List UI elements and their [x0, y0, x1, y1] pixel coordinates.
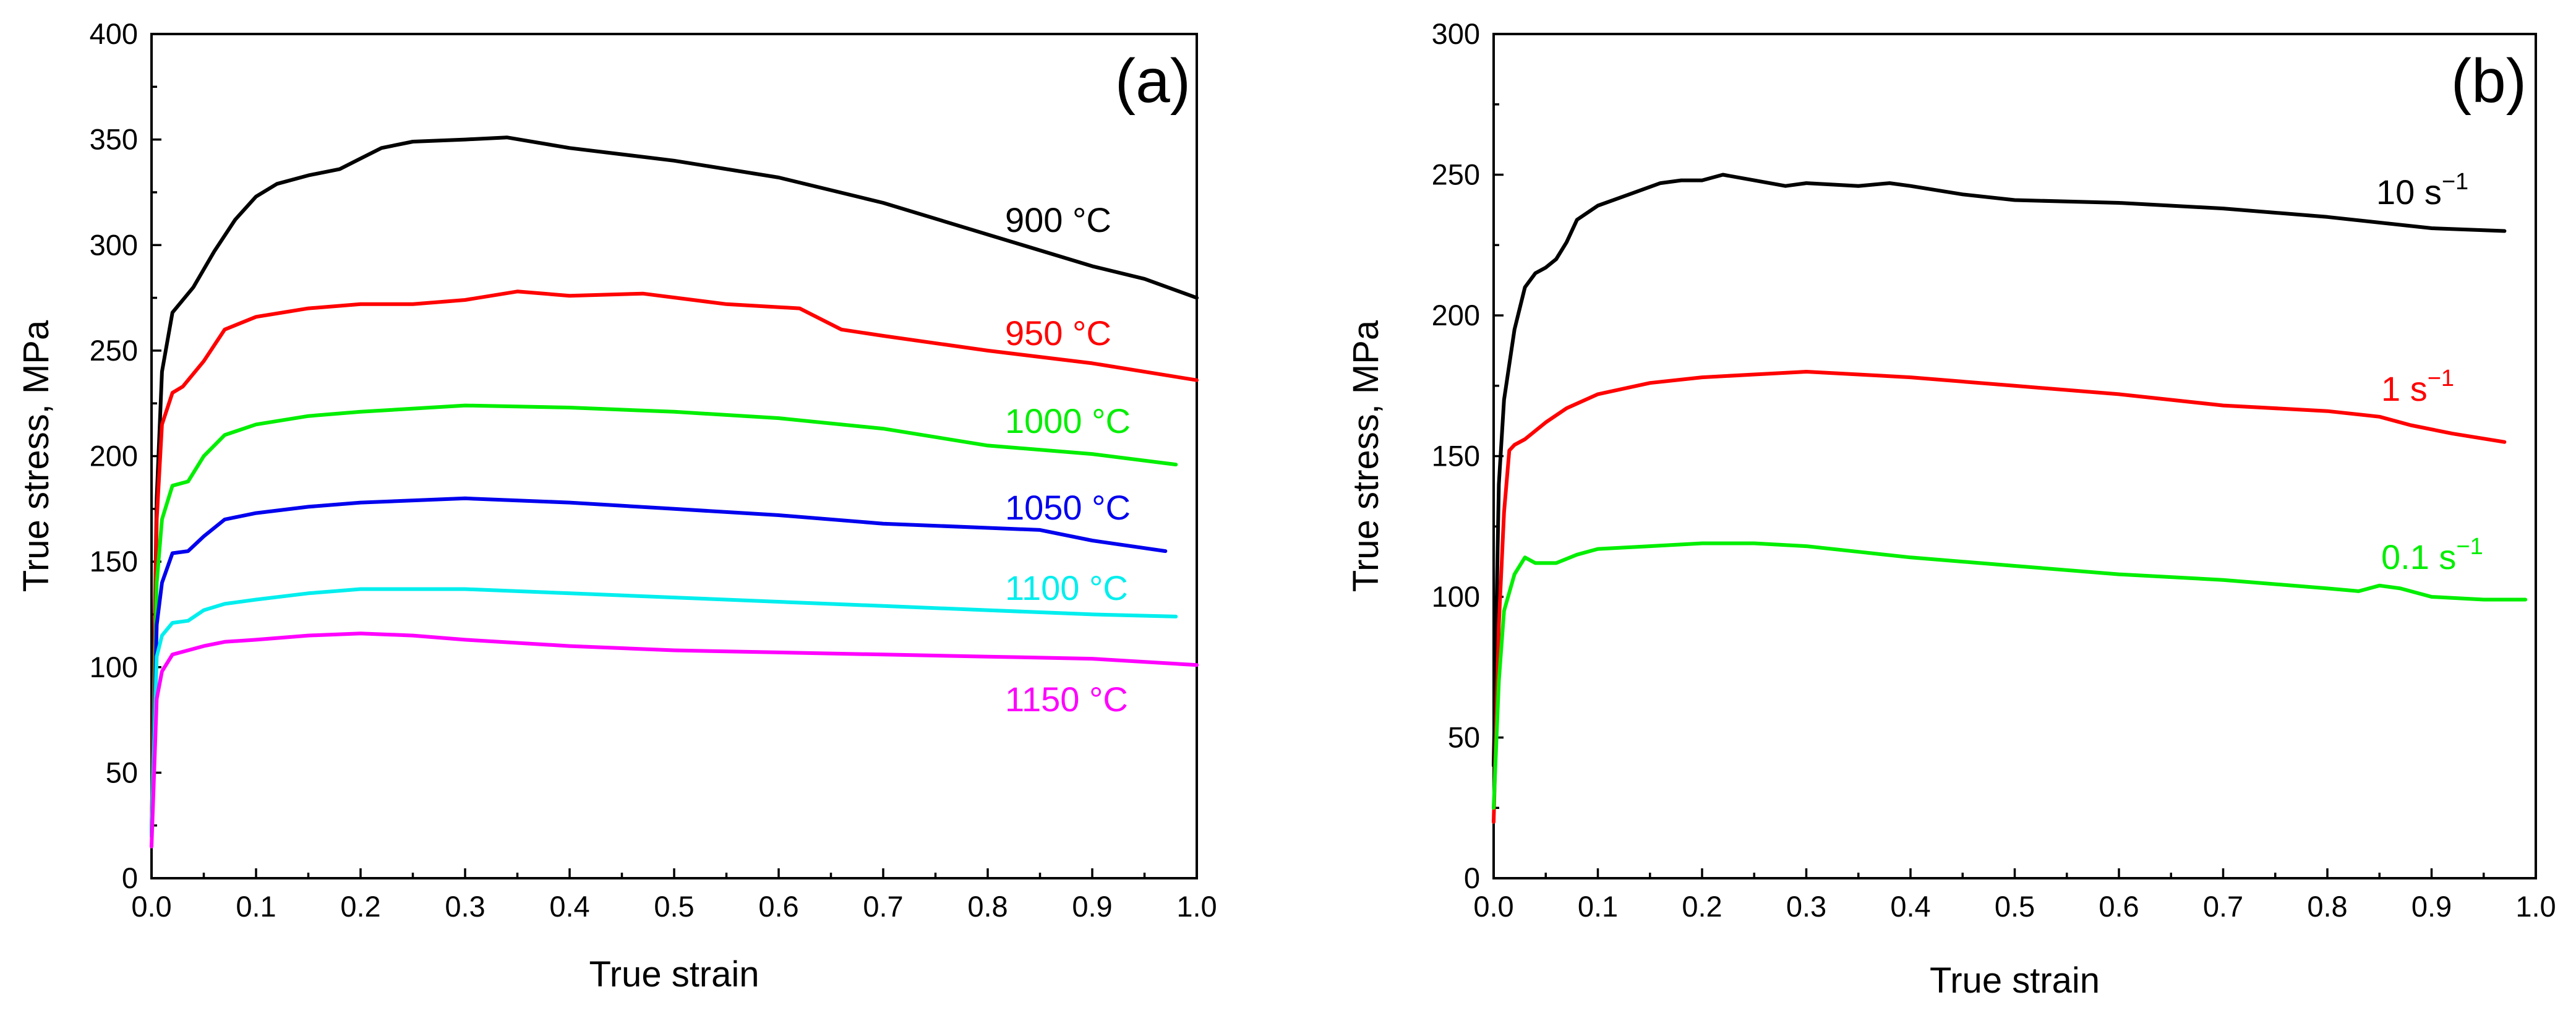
x-tick-label: 0.3	[445, 890, 485, 923]
x-tick-label: 0.5	[1995, 890, 2035, 923]
x-tick-label: 1.0	[1176, 890, 1217, 923]
series-line	[150, 496, 1168, 838]
y-tick-label: 350	[90, 123, 138, 156]
series-label: 1000 °C	[1005, 401, 1131, 440]
y-tick-label: 0	[1464, 862, 1480, 894]
series-label: 1100 °C	[1005, 568, 1128, 607]
x-tick-label: 0.7	[863, 890, 903, 923]
x-tick-label: 0.2	[340, 890, 380, 923]
x-tick-label: 1.0	[2515, 890, 2556, 923]
y-tick-label: 0	[122, 862, 138, 894]
series-label: 1 s−1	[2381, 366, 2454, 408]
y-tick-label: 50	[1448, 721, 1480, 754]
x-tick-label: 0.0	[1473, 890, 1513, 923]
y-tick-label: 250	[90, 334, 138, 367]
x-tick-label: 0.7	[2203, 890, 2243, 923]
plot-frame-b	[1492, 33, 2537, 879]
series-label: 900 °C	[1005, 200, 1111, 239]
x-tick-label: 0.1	[236, 890, 276, 923]
x-tick-label: 0.0	[131, 890, 171, 923]
x-tick-label: 0.2	[1682, 890, 1722, 923]
y-tick-label: 100	[1432, 580, 1480, 613]
series-line	[150, 403, 1178, 838]
series-label: 10 s−1	[2376, 169, 2468, 212]
y-axis-title: True stress, MPa	[1346, 320, 1386, 592]
x-tick-label: 0.6	[2099, 890, 2139, 923]
series-line	[150, 289, 1199, 838]
x-tick-label: 0.1	[1578, 890, 1618, 923]
y-tick-label: 50	[106, 756, 138, 789]
series-label: 950 °C	[1005, 314, 1111, 353]
panel-label: (a)	[1115, 46, 1191, 116]
x-tick-label: 0.9	[1072, 890, 1112, 923]
x-tick-label: 0.8	[967, 890, 1008, 923]
x-tick-label: 0.6	[758, 890, 798, 923]
x-axis-title: True strain	[1930, 960, 2100, 1001]
y-tick-label: 150	[1432, 440, 1480, 473]
y-axis-title: True stress, MPa	[16, 320, 56, 592]
chart-panel-a: 0.0 0.1 0.2 0.3 0.4 0.5 0.6 0.7 0.8 0.9 1.0 0 50 100 1…	[16, 17, 1217, 994]
x-tick-label: 0.5	[654, 890, 694, 923]
x-tick-label: 0.4	[549, 890, 589, 923]
chart-panel-b: 0.0 0.1 0.2 0.3 0.4 0.5 0.6 0.7 0.8 0.9 1.0 0 50 100 1…	[1346, 17, 2556, 1001]
y-tick-label: 250	[1432, 158, 1480, 191]
series-line	[150, 135, 1199, 838]
series-line	[1492, 173, 2507, 768]
series-line	[150, 631, 1199, 849]
y-tick-label: 300	[1432, 17, 1480, 50]
series-line	[1492, 541, 2528, 810]
series-label: 0.1 s−1	[2381, 534, 2483, 576]
y-tick-label: 150	[90, 545, 138, 578]
x-tick-label: 0.8	[2307, 890, 2347, 923]
series-label: 1050 °C	[1005, 488, 1131, 527]
y-tick-label: 400	[90, 17, 138, 50]
series-label: 1150 °C	[1005, 680, 1128, 719]
x-axis-title: True strain	[589, 954, 759, 994]
series-line	[150, 587, 1178, 838]
panel-label: (b)	[2451, 46, 2527, 116]
y-tick-label: 100	[90, 651, 138, 683]
y-tick-label: 200	[90, 440, 138, 473]
x-tick-label: 0.9	[2411, 890, 2452, 923]
y-tick-label: 200	[1432, 299, 1480, 331]
y-tick-label: 300	[90, 228, 138, 261]
series-line	[1492, 370, 2507, 824]
x-tick-label: 0.4	[1890, 890, 1930, 923]
x-tick-label: 0.3	[1786, 890, 1826, 923]
